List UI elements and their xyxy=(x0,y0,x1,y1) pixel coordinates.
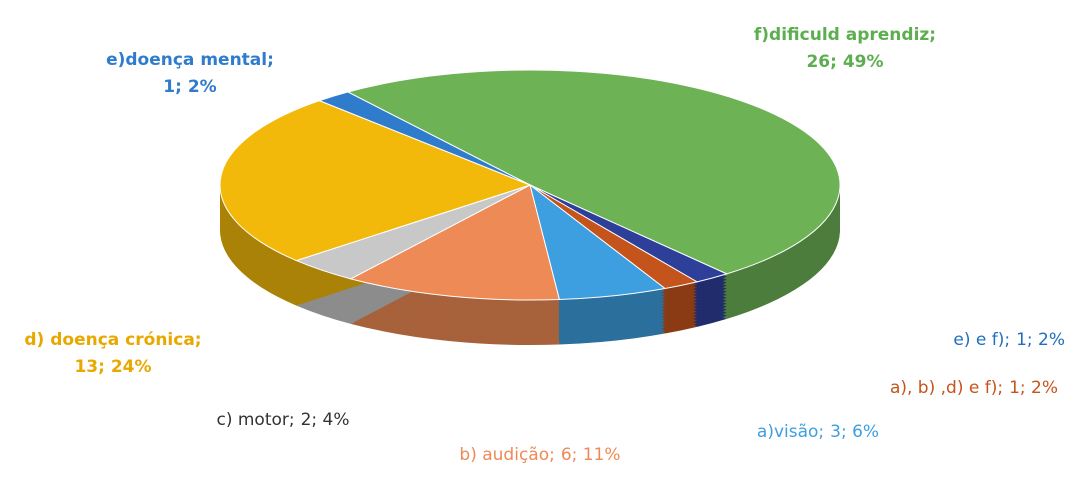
data-label: a)visão; 3; 6% xyxy=(757,422,879,442)
label-name: f)dificuld aprendiz; xyxy=(754,25,936,45)
label-value: 13; 24% xyxy=(74,357,151,377)
label-name: d) doença crónica; xyxy=(24,330,201,350)
data-label: c) motor; 2; 4% xyxy=(216,410,349,430)
label-name: b) audição; xyxy=(459,445,554,465)
label-value: 6; 11% xyxy=(561,445,621,465)
label-name: a), b) ,d) e f); xyxy=(890,378,1003,398)
label-value: 1; 2% xyxy=(1016,330,1065,350)
data-label: e)doença mental; 1; 2% xyxy=(106,50,274,97)
data-label: f)dificuld aprendiz; 26; 49% xyxy=(754,25,936,72)
label-name: e)doença mental; xyxy=(106,50,274,70)
label-value: 1; 2% xyxy=(163,77,216,97)
data-label: d) doença crónica; 13; 24% xyxy=(24,330,201,377)
label-value: 26; 49% xyxy=(806,52,883,72)
slice xyxy=(346,69,841,275)
data-label: b) audição; 6; 11% xyxy=(459,445,620,465)
slice xyxy=(219,100,532,262)
label-name: e) e f); xyxy=(953,330,1010,350)
slice xyxy=(349,184,560,301)
label-value: 1; 2% xyxy=(1009,378,1058,398)
label-value: 2; 4% xyxy=(301,410,350,430)
data-label: e) e f); 1; 2% xyxy=(953,330,1065,350)
label-value: 3; 6% xyxy=(830,422,879,442)
label-name: a)visão; xyxy=(757,422,824,442)
data-label: a), b) ,d) e f); 1; 2% xyxy=(890,378,1058,398)
label-name: c) motor; xyxy=(216,410,294,430)
slice xyxy=(317,91,531,186)
